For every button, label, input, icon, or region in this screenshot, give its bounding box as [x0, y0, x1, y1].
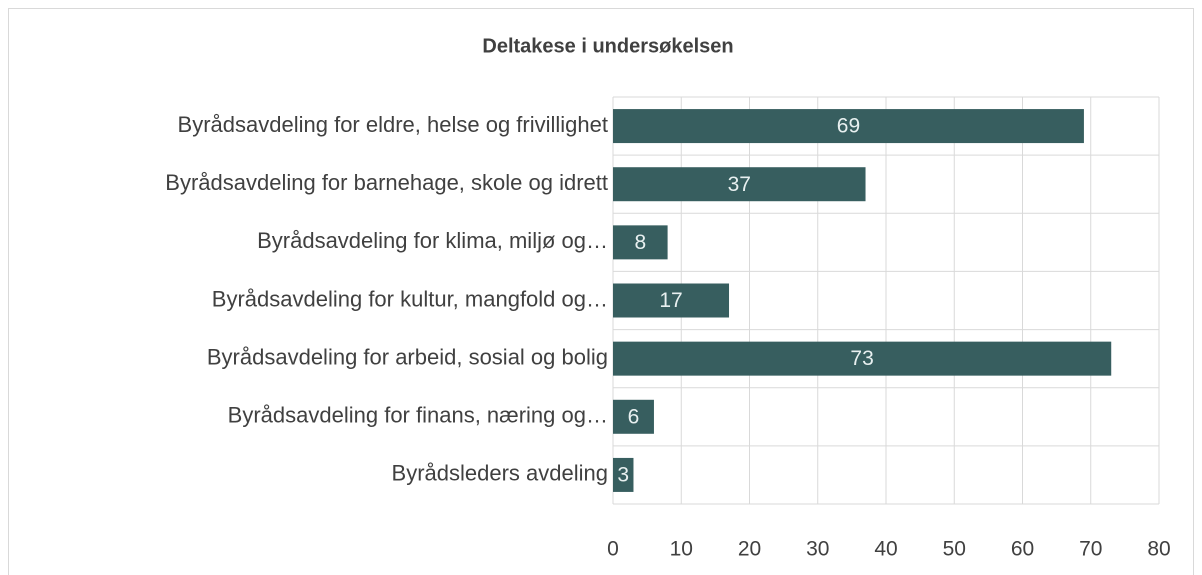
- y-tick-label: Byrådsleders avdeling: [392, 461, 608, 486]
- bar: [613, 283, 730, 318]
- data-label: 73: [850, 347, 873, 370]
- x-tick-label: 30: [806, 538, 829, 561]
- y-tick-label: Byrådsavdeling for eldre, helse og frivi…: [178, 112, 608, 137]
- x-tick-label: 70: [1079, 538, 1102, 561]
- x-tick-label: 0: [607, 538, 619, 561]
- x-tick-label: 80: [1147, 538, 1170, 561]
- bar: [613, 399, 654, 434]
- y-tick-label: Byrådsavdeling for kultur, mangfold og…: [212, 286, 608, 311]
- x-tick-label: 40: [874, 538, 897, 561]
- y-tick-label: Byrådsavdeling for arbeid, sosial og bol…: [207, 344, 608, 369]
- data-label: 69: [837, 115, 860, 138]
- data-label: 17: [659, 289, 682, 312]
- x-tick-label: 50: [943, 538, 966, 561]
- y-tick-label: Byrådsavdeling for klima, miljø og…: [257, 228, 608, 253]
- bar: [613, 109, 1084, 144]
- x-tick-label: 60: [1011, 538, 1034, 561]
- data-label: 6: [628, 405, 640, 428]
- data-label: 3: [617, 463, 629, 486]
- x-tick-label: 10: [670, 538, 693, 561]
- y-tick-label: Byrådsavdeling for barnehage, skole og i…: [165, 170, 608, 195]
- bar: [613, 341, 1112, 376]
- bar: [613, 167, 866, 202]
- data-label: 37: [728, 173, 751, 196]
- chart-frame: [8, 8, 1194, 575]
- x-tick-label: 20: [738, 538, 761, 561]
- chart-title: Deltakese i undersøkelsen: [482, 35, 733, 57]
- data-label: 8: [634, 231, 646, 254]
- bar: [613, 225, 668, 260]
- bar: [613, 457, 634, 492]
- y-tick-label: Byrådsavdeling for finans, næring og…: [228, 403, 608, 428]
